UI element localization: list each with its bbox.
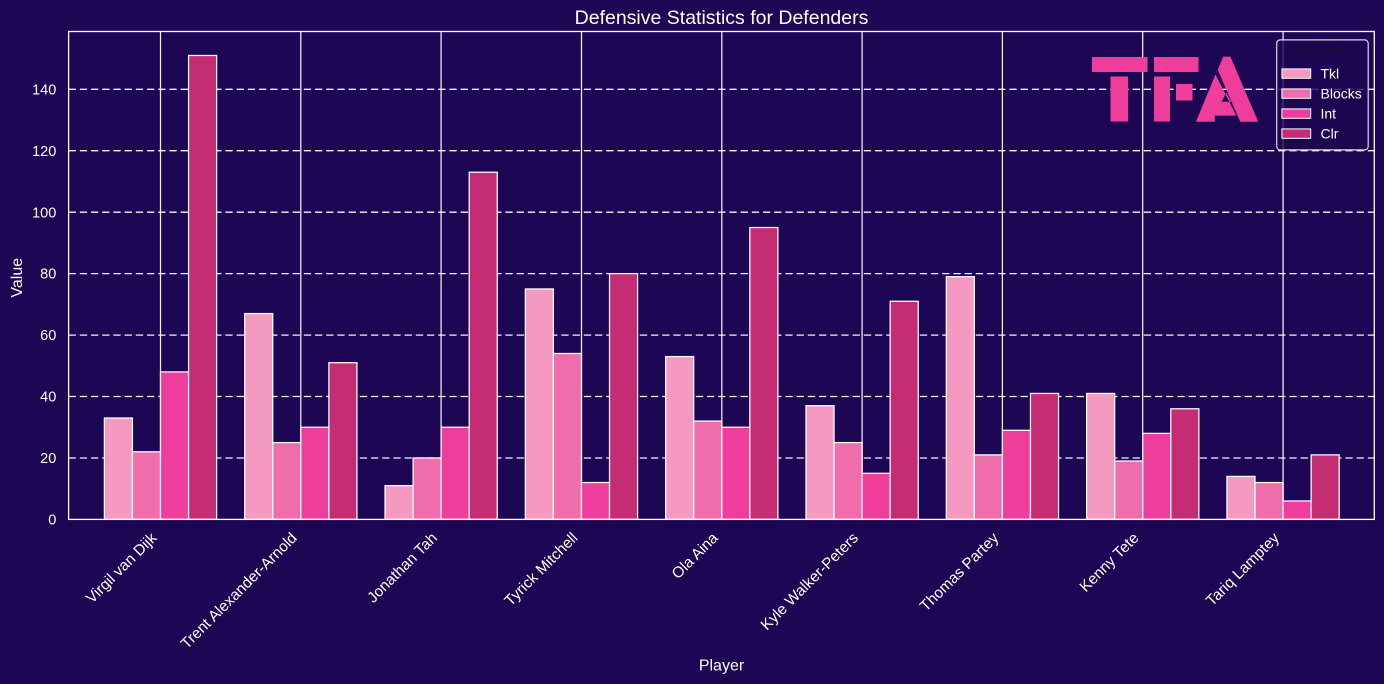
svg-text:Player: Player xyxy=(699,658,745,675)
svg-text:100: 100 xyxy=(32,205,56,221)
svg-text:20: 20 xyxy=(40,451,56,467)
svg-text:60: 60 xyxy=(40,328,56,344)
svg-text:40: 40 xyxy=(40,390,56,406)
svg-text:Value: Value xyxy=(9,258,26,298)
svg-text:Blocks: Blocks xyxy=(1321,86,1362,102)
svg-text:Statistic: Statistic xyxy=(1299,42,1346,57)
svg-text:Int: Int xyxy=(1321,106,1337,122)
svg-text:140: 140 xyxy=(32,82,56,98)
svg-text:Defensive Statistics for Defen: Defensive Statistics for Defenders xyxy=(575,7,869,29)
svg-text:Tkl: Tkl xyxy=(1321,66,1340,82)
svg-text:0: 0 xyxy=(48,513,56,529)
svg-text:Clr: Clr xyxy=(1321,126,1339,142)
svg-text:80: 80 xyxy=(40,267,56,283)
svg-text:120: 120 xyxy=(32,144,56,160)
